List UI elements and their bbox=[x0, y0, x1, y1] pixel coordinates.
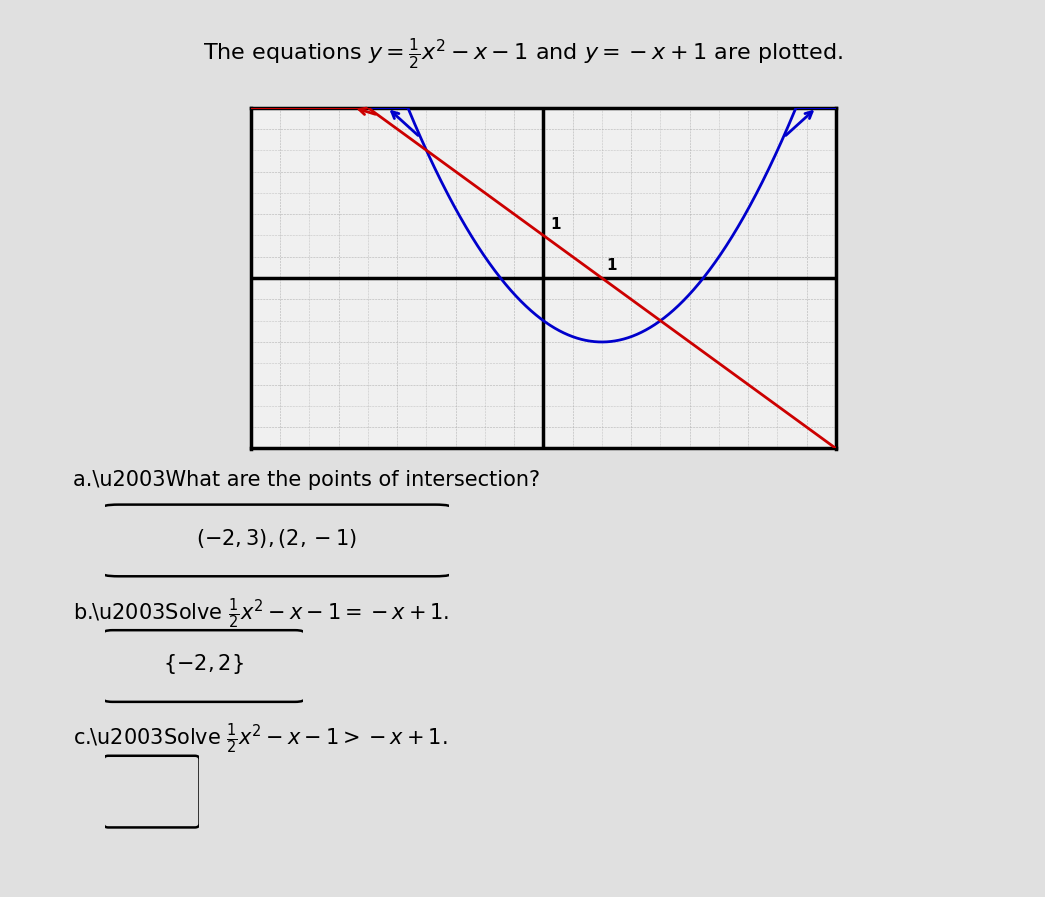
Text: $(-2,3),(2,-1)$: $(-2,3),(2,-1)$ bbox=[196, 527, 357, 551]
FancyBboxPatch shape bbox=[102, 631, 305, 701]
Text: 1: 1 bbox=[551, 217, 561, 232]
Text: a.\u2003What are the points of intersection?: a.\u2003What are the points of intersect… bbox=[73, 470, 540, 490]
FancyBboxPatch shape bbox=[103, 756, 200, 827]
Text: 1: 1 bbox=[606, 258, 618, 274]
Text: The equations $y = \frac{1}{2}x^2 - x - 1$ and $y = -x + 1$ are plotted.: The equations $y = \frac{1}{2}x^2 - x - … bbox=[203, 36, 842, 71]
Text: b.\u2003Solve $\frac{1}{2}x^2 - x - 1 = -x+1$.: b.\u2003Solve $\frac{1}{2}x^2 - x - 1 = … bbox=[73, 597, 449, 631]
Text: $\{-2,2\}$: $\{-2,2\}$ bbox=[163, 652, 245, 676]
FancyBboxPatch shape bbox=[101, 505, 452, 576]
Text: c.\u2003Solve $\frac{1}{2}x^2 - x - 1 > -x+1$.: c.\u2003Solve $\frac{1}{2}x^2 - x - 1 > … bbox=[73, 721, 447, 755]
